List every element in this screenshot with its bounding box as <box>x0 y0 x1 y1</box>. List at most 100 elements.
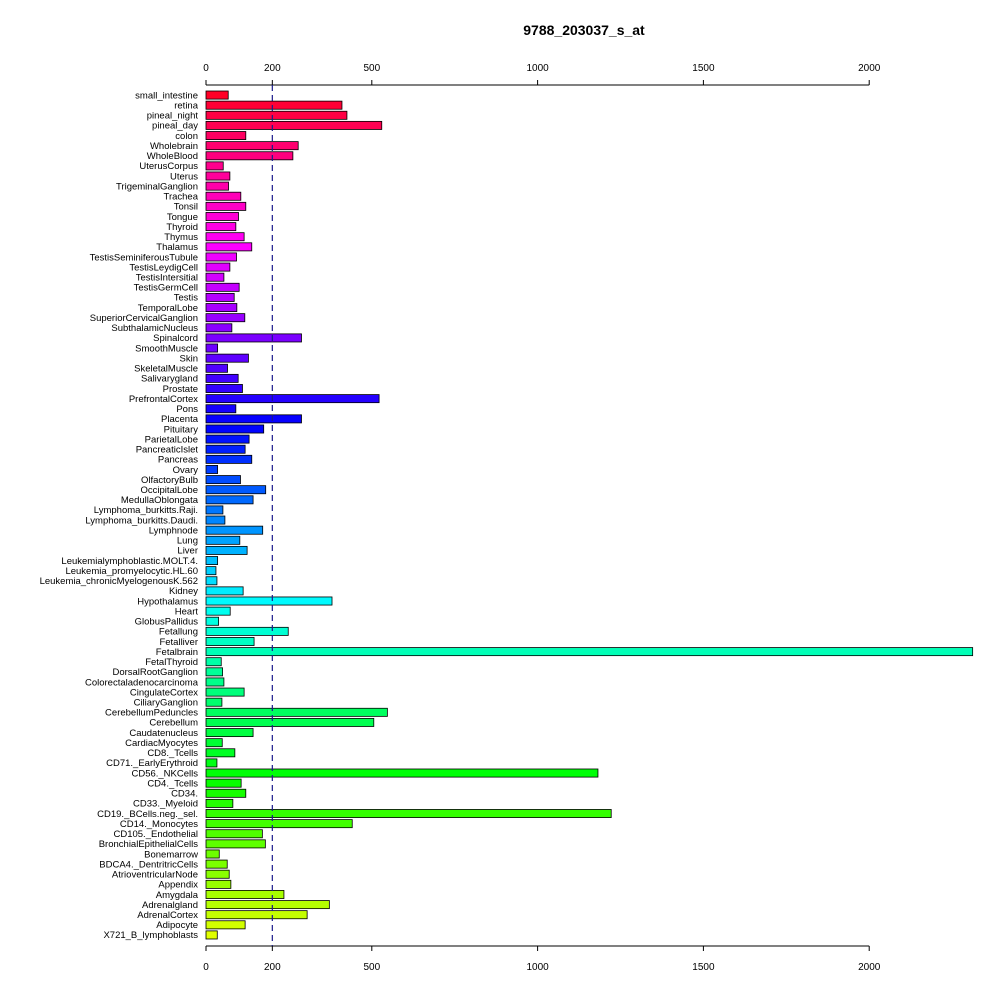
bar-SuperiorCervicalGanglion <box>205 313 246 323</box>
bar-Spinalcord <box>205 333 302 343</box>
tick-label: 1500 <box>692 962 715 973</box>
bar-MedullaOblongata <box>205 495 254 505</box>
category-label: colon <box>175 131 198 142</box>
bar-CingulateCortex <box>205 687 245 697</box>
tick-label: 0 <box>203 63 209 74</box>
category-label: Leukemia_promyelocytic.HL.60 <box>65 566 198 577</box>
tick-label: 2000 <box>858 63 881 74</box>
bar-Hypothalamus <box>205 596 333 606</box>
bar-PancreaticIslet <box>205 444 246 454</box>
category-label: Leukemialymphoblastic.MOLT.4. <box>61 556 198 567</box>
category-label: Fetalbrain <box>156 647 198 658</box>
category-label: Colorectaladenocarcinoma <box>85 677 199 688</box>
category-labels: small_intestineretinapineal_nightpineal_… <box>40 90 199 941</box>
tick-label: 2000 <box>858 962 881 973</box>
category-label: CD34. <box>171 789 198 800</box>
category-label: Fetalliver <box>159 637 198 648</box>
category-label: TestisLeydigCell <box>129 262 198 273</box>
category-label: Ovary <box>173 465 199 476</box>
category-label: CiliaryGanglion <box>134 698 198 709</box>
category-label: Lung <box>177 536 198 547</box>
bar-BDCA4._DentritricCells <box>205 859 228 869</box>
bar-Thymus <box>205 232 245 242</box>
category-label: TestisSeminiferousTubule <box>90 252 198 263</box>
bar-Lymphoma_burkitts.Raji. <box>205 505 224 515</box>
bars <box>205 90 974 940</box>
category-label: Leukemia_chronicMyelogenousK.562 <box>40 576 198 587</box>
category-label: SubthalamicNucleus <box>111 323 198 334</box>
bar-TemporalLobe <box>205 303 238 313</box>
bar-DorsalRootGanglion <box>205 667 223 677</box>
bar-Pons <box>205 404 237 414</box>
bar-Fetalbrain <box>205 647 974 657</box>
tick-label: 200 <box>264 63 281 74</box>
bar-Wholebrain <box>205 141 299 151</box>
category-label: TestisGermCell <box>134 283 198 294</box>
bar-Placenta <box>205 414 302 424</box>
category-label: Salivarygland <box>141 374 198 385</box>
bar-CD14._Monocytes <box>205 819 353 829</box>
category-label: BronchialEpithelialCells <box>99 839 199 850</box>
tick-label: 200 <box>264 962 281 973</box>
category-label: Adrenalgland <box>142 900 198 911</box>
bar-Pituitary <box>205 424 265 434</box>
category-label: CD105._Endothelial <box>113 829 198 840</box>
bar-Adipocyte <box>205 920 246 930</box>
bar-SkeletalMuscle <box>205 363 228 373</box>
category-label: Lymphoma_burkitts.Raji. <box>94 505 198 516</box>
bar-AtrioventricularNode <box>205 869 230 879</box>
bar-TestisIntersitial <box>205 272 225 282</box>
category-label: small_intestine <box>135 90 198 101</box>
bar-TestisGermCell <box>205 282 240 292</box>
category-label: CD19._BCells.neg._sel. <box>97 809 198 820</box>
tick-label: 1000 <box>526 962 549 973</box>
bar-Prostate <box>205 384 243 393</box>
category-label: AdrenalCortex <box>137 910 198 921</box>
bar-CerebellumPeduncles <box>205 707 388 717</box>
category-label: Thyroid <box>166 222 198 233</box>
category-label: DorsalRootGanglion <box>112 667 198 678</box>
category-label: Lymphoma_burkitts.Daudi. <box>85 515 198 526</box>
category-label: FetalThyroid <box>145 657 198 668</box>
bar-Adrenalgland <box>205 900 330 910</box>
bar-Thyroid <box>205 222 237 232</box>
category-label: PrefrontalCortex <box>129 394 198 405</box>
bar-small_intestine <box>205 90 229 100</box>
bar-CD19._BCells.neg._sel. <box>205 809 612 818</box>
bar-Lung <box>205 535 241 545</box>
category-label: Pancreas <box>158 455 198 466</box>
chart-title: 9788_203037_s_at <box>523 22 645 38</box>
category-label: CardiacMyocytes <box>125 738 198 749</box>
category-label: UterusCorpus <box>139 161 198 172</box>
category-label: WholeBlood <box>147 151 198 162</box>
tick-label: 500 <box>363 962 380 973</box>
category-label: Fetallung <box>159 627 198 638</box>
top-axis: 0 200 500 1000 1500 2000 <box>203 63 881 86</box>
category-label: Skin <box>180 353 198 364</box>
bar-CD56._NKCells <box>205 768 599 778</box>
category-label: Pons <box>176 404 198 415</box>
bar-Salivarygland <box>205 373 239 383</box>
category-label: CD14._Monocytes <box>120 819 198 830</box>
bar-PrefrontalCortex <box>205 394 380 404</box>
category-label: OlfactoryBulb <box>141 475 198 486</box>
category-label: Placenta <box>161 414 199 425</box>
bar-Uterus <box>205 171 231 181</box>
bar-CardiacMyocytes <box>205 738 223 748</box>
bar-CiliaryGanglion <box>205 697 223 707</box>
bar-SmoothMuscle <box>205 343 219 353</box>
bar-Leukemia_chronicMyelogenousK.562 <box>205 576 218 586</box>
category-label: TrigeminalGanglion <box>116 181 198 192</box>
bar-TestisLeydigCell <box>205 262 231 272</box>
category-label: Trachea <box>164 192 199 203</box>
bar-SubthalamicNucleus <box>205 323 233 333</box>
category-label: CD8._Tcells <box>147 748 198 759</box>
bar-CD105._Endothelial <box>205 829 263 839</box>
bar-Skin <box>205 353 249 363</box>
category-label: AtrioventricularNode <box>112 870 198 881</box>
bar-Ovary <box>205 465 219 474</box>
category-label: Caudatenucleus <box>129 728 198 739</box>
tick-label: 500 <box>363 63 380 74</box>
bar-Heart <box>205 606 231 616</box>
bar-GlobusPallidus <box>205 616 220 626</box>
